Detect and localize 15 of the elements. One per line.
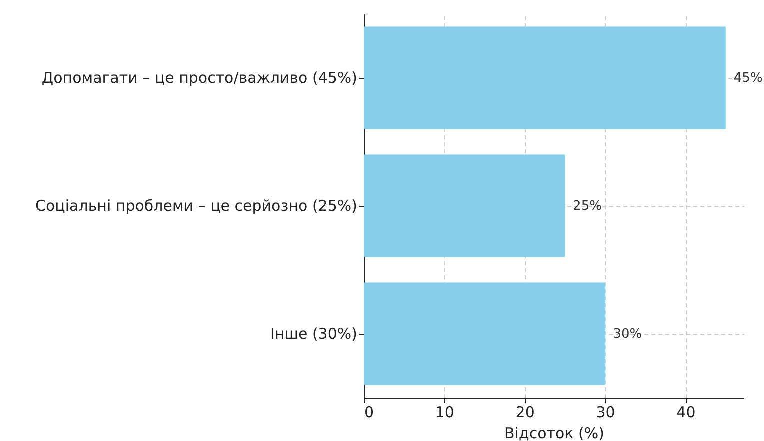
x-tick-label: 30 <box>596 404 616 422</box>
x-tick-label: 10 <box>435 404 454 422</box>
x-axis-title: Відсоток (%) <box>504 424 604 441</box>
data-label: 30% <box>613 327 642 342</box>
x-tick-label: 20 <box>516 404 535 422</box>
x-tick-label: 40 <box>676 404 696 422</box>
y-tick-label: Інше (30%) <box>270 325 358 343</box>
y-tick-label: Соціальні проблеми – це серйозно (25%) <box>36 197 358 215</box>
bar <box>364 282 606 386</box>
y-tick-label: Допомагати – це просто/важливо (45%) <box>42 69 358 87</box>
data-label: 45% <box>734 71 763 86</box>
bar <box>364 26 726 130</box>
data-label: 25% <box>573 199 602 214</box>
bar <box>364 154 566 258</box>
x-tick-label: 0 <box>364 404 374 422</box>
